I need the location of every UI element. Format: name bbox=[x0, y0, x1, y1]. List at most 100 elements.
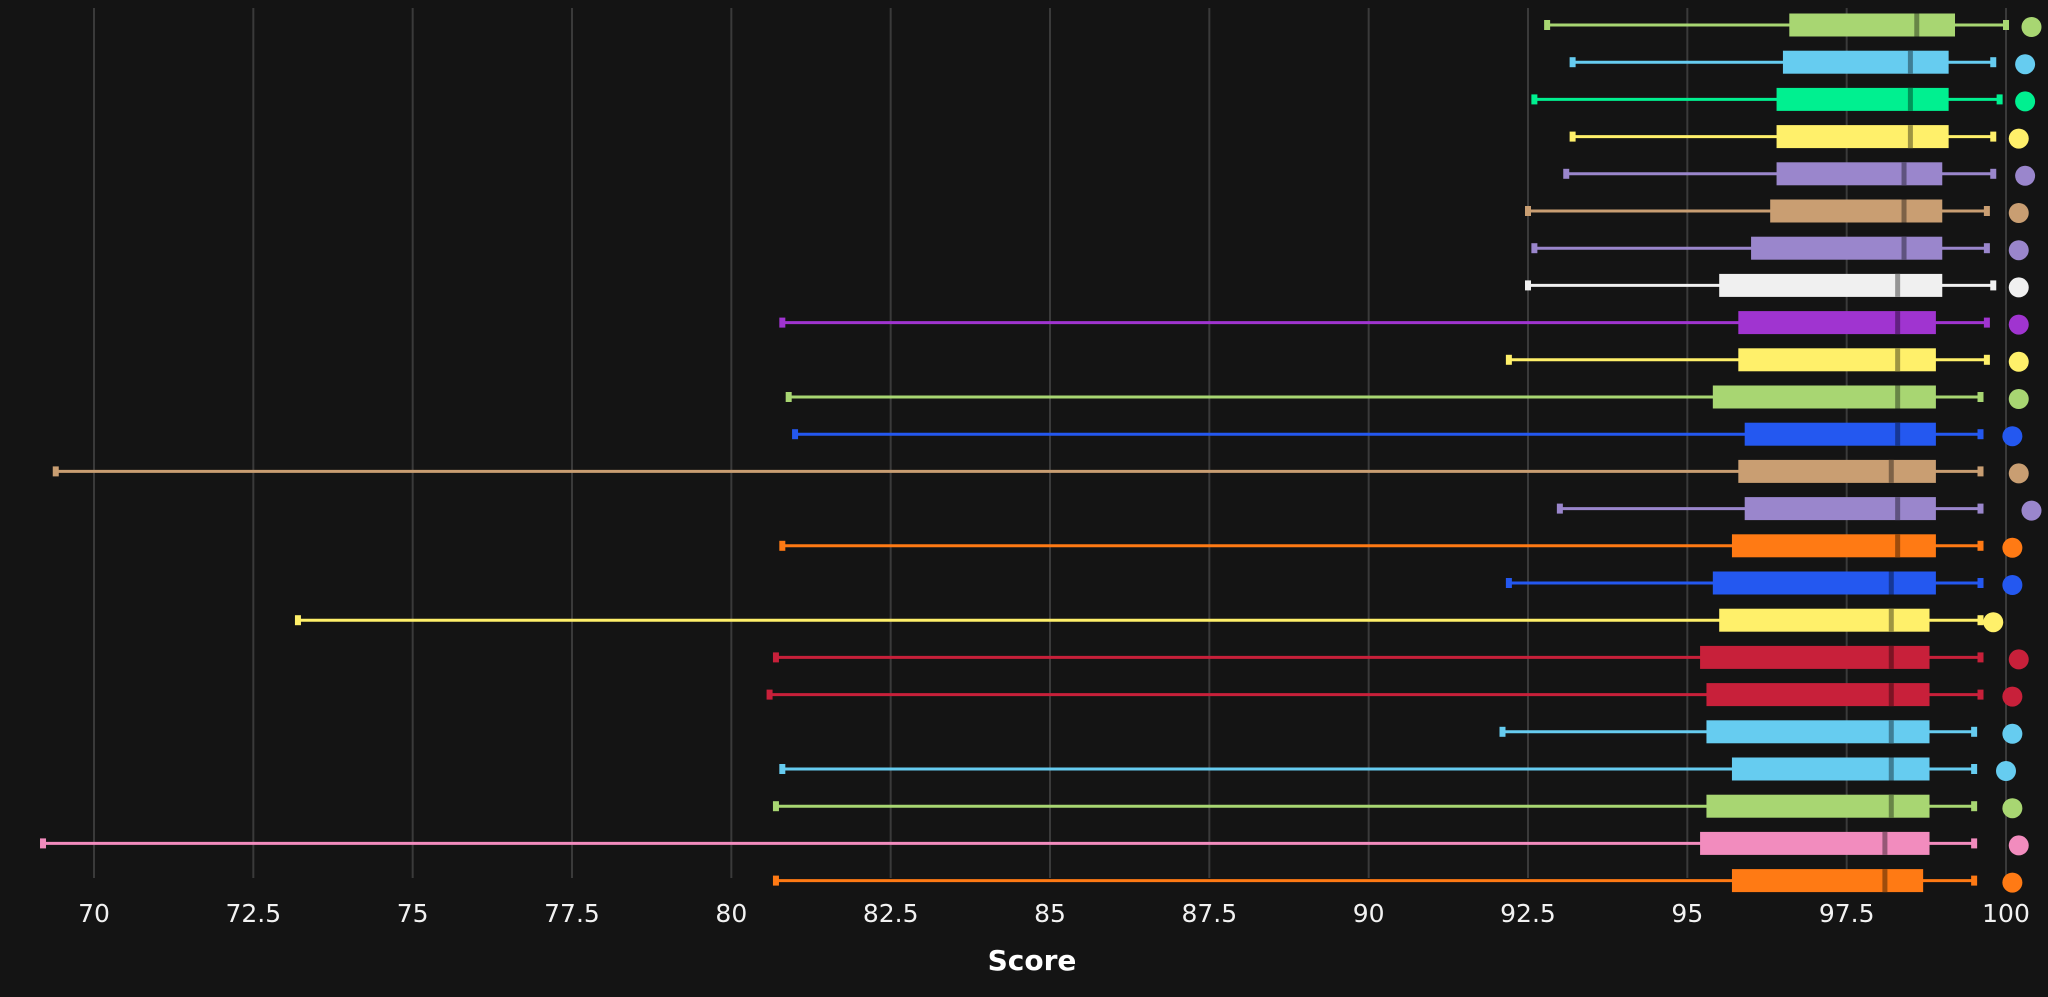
median-line bbox=[1901, 162, 1907, 186]
box-iqr bbox=[1738, 348, 1936, 372]
median-line bbox=[1895, 422, 1901, 446]
box-row bbox=[772, 645, 2029, 670]
whisker-cap-min bbox=[294, 615, 301, 626]
median-line bbox=[1907, 50, 1913, 74]
median-line bbox=[1888, 720, 1894, 744]
box-iqr bbox=[1744, 497, 1936, 521]
box-iqr bbox=[1751, 236, 1943, 260]
whisker-cap-max bbox=[1983, 317, 1990, 328]
outlier-point bbox=[2002, 798, 2023, 819]
x-tick-label: 100 bbox=[1982, 899, 2030, 928]
x-tick-label: 85 bbox=[1034, 899, 1066, 928]
box-row bbox=[1569, 125, 2029, 149]
box-row bbox=[1544, 13, 2042, 37]
box-row bbox=[772, 794, 2023, 819]
median-line bbox=[1882, 831, 1888, 855]
x-tick-label: 97.5 bbox=[1819, 899, 1875, 928]
box-iqr bbox=[1776, 87, 1949, 111]
outlier-point bbox=[2008, 240, 2029, 261]
whisker-cap-max bbox=[1977, 540, 1984, 551]
box-row bbox=[1505, 348, 2029, 372]
box-iqr bbox=[1738, 459, 1936, 483]
median-line bbox=[1901, 199, 1907, 223]
x-tick-label: 72.5 bbox=[225, 899, 281, 928]
outlier-point bbox=[2021, 500, 2042, 521]
whisker-cap-min bbox=[52, 466, 59, 477]
whisker-cap-min bbox=[1505, 354, 1512, 365]
median-line bbox=[1914, 13, 1920, 37]
median-line bbox=[1888, 608, 1894, 632]
whisker-cap-max bbox=[1990, 131, 1997, 142]
box-iqr bbox=[1700, 645, 1930, 669]
whisker-cap-max bbox=[1971, 764, 1978, 774]
x-tick-label: 90 bbox=[1353, 899, 1385, 928]
x-tick-label: 82.5 bbox=[863, 899, 919, 928]
box-iqr bbox=[1712, 385, 1936, 409]
outlier-point bbox=[2008, 389, 2029, 409]
whisker-cap-min bbox=[772, 801, 779, 812]
outlier-point bbox=[2002, 426, 2023, 447]
box-row bbox=[40, 831, 2029, 856]
whisker-cap-min bbox=[1531, 243, 1538, 254]
outlier-point bbox=[2008, 463, 2029, 484]
whisker-cap-min bbox=[1569, 57, 1576, 68]
box-row bbox=[294, 608, 2004, 633]
box-series bbox=[40, 13, 2042, 893]
x-axis-title: Score bbox=[988, 944, 1077, 977]
box-iqr bbox=[1770, 199, 1943, 223]
whisker-cap-min bbox=[1569, 131, 1576, 142]
gridlines bbox=[93, 8, 2007, 878]
box-row bbox=[766, 683, 2023, 707]
box-row bbox=[52, 459, 2029, 484]
box-row bbox=[1499, 720, 2023, 744]
outlier-point bbox=[2002, 537, 2023, 558]
median-line bbox=[1901, 236, 1907, 260]
whisker-cap-max bbox=[1977, 429, 1984, 440]
box-iqr bbox=[1744, 422, 1936, 446]
whisker-cap-max bbox=[1971, 801, 1978, 812]
whisker-cap-min bbox=[785, 392, 792, 402]
outlier-point bbox=[2008, 835, 2029, 856]
box-iqr bbox=[1719, 273, 1943, 297]
x-tick-label: 80 bbox=[715, 899, 747, 928]
box-iqr bbox=[1731, 534, 1936, 558]
box-iqr bbox=[1782, 50, 1949, 74]
box-iqr bbox=[1776, 125, 1949, 149]
whisker-cap-max bbox=[1977, 466, 1984, 477]
x-axis-ticks: 70 72.5 75 77.5 80 82.5 85 87.5 90 92.5 95 97.5 100 bbox=[78, 899, 2030, 928]
box-iqr bbox=[1789, 13, 1956, 37]
outlier-point bbox=[2015, 165, 2036, 186]
box-row bbox=[1525, 199, 2029, 223]
whisker-cap-max bbox=[1977, 578, 1984, 588]
whisker-cap-max bbox=[1971, 726, 1978, 737]
x-tick-label: 87.5 bbox=[1181, 899, 1237, 928]
x-tick-label: 70 bbox=[78, 899, 110, 928]
median-line bbox=[1888, 645, 1894, 669]
outlier-point bbox=[2008, 314, 2029, 335]
median-line bbox=[1895, 273, 1901, 297]
outlier-point bbox=[2008, 128, 2029, 149]
median-line bbox=[1907, 87, 1913, 111]
median-line bbox=[1888, 571, 1894, 595]
median-line bbox=[1907, 125, 1913, 149]
whisker-cap-max bbox=[1971, 838, 1978, 849]
outlier-point bbox=[2002, 686, 2023, 707]
box-row bbox=[792, 422, 2023, 447]
outlier-point bbox=[2008, 649, 2029, 670]
box-row bbox=[779, 534, 2023, 558]
outlier-point bbox=[2002, 575, 2023, 595]
outlier-point bbox=[2015, 91, 2036, 112]
box-row bbox=[779, 757, 2016, 781]
whisker-cap-min bbox=[779, 764, 786, 774]
box-row bbox=[1563, 162, 2036, 186]
box-iqr bbox=[1719, 608, 1930, 632]
whisker-cap-min bbox=[1525, 280, 1531, 291]
whisker-cap-min bbox=[1563, 168, 1570, 179]
outlier-point bbox=[2008, 351, 2029, 372]
box-iqr bbox=[1706, 720, 1930, 744]
whisker-cap-min bbox=[779, 317, 786, 328]
whisker-cap-min bbox=[1544, 20, 1551, 30]
whisker-cap-min bbox=[40, 838, 47, 849]
whisker-cap-max bbox=[1990, 280, 1997, 291]
